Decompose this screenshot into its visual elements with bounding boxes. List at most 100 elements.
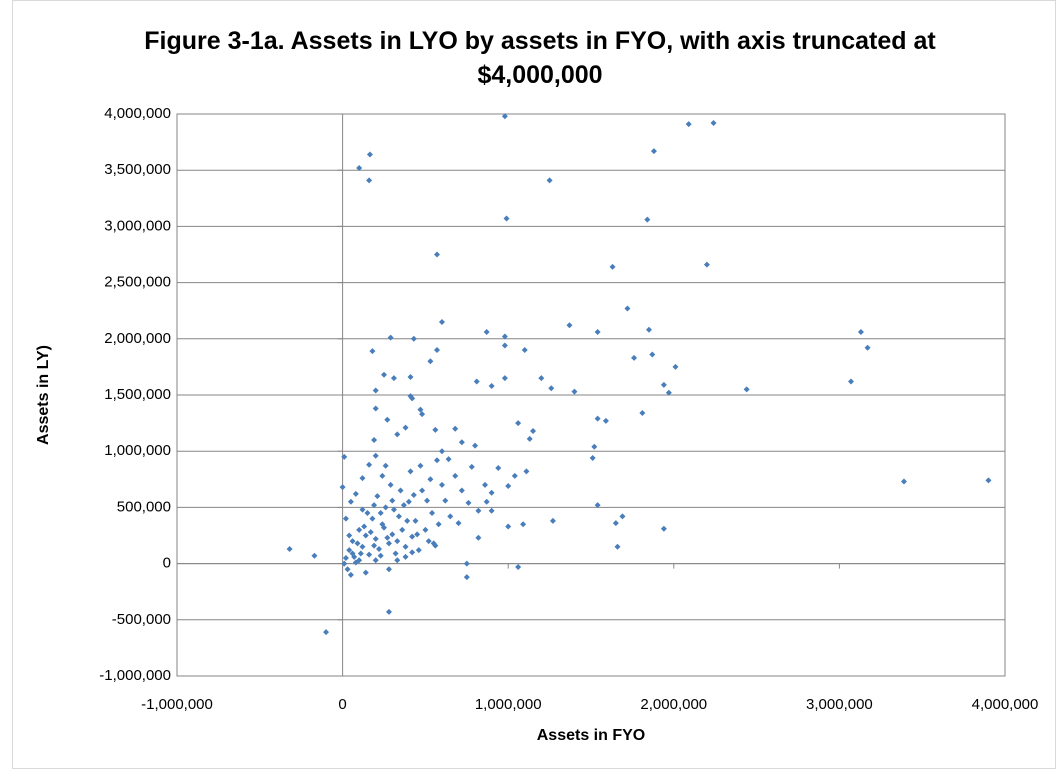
point bbox=[503, 215, 510, 222]
y-tick-label: 0 bbox=[163, 555, 171, 572]
point bbox=[566, 322, 573, 329]
point bbox=[511, 472, 518, 479]
point bbox=[644, 216, 651, 223]
point bbox=[442, 497, 449, 504]
point bbox=[417, 462, 424, 469]
point bbox=[387, 481, 394, 488]
point bbox=[392, 550, 399, 557]
point bbox=[501, 375, 508, 382]
point bbox=[381, 371, 387, 378]
y-tick-label: 1,500,000 bbox=[104, 386, 171, 403]
point bbox=[367, 529, 374, 536]
point bbox=[660, 525, 667, 532]
point bbox=[505, 523, 512, 530]
point bbox=[385, 540, 392, 547]
point bbox=[710, 119, 717, 126]
point bbox=[530, 427, 537, 434]
point bbox=[501, 113, 508, 120]
point bbox=[483, 498, 490, 505]
point bbox=[445, 456, 452, 463]
point bbox=[352, 490, 359, 497]
point bbox=[395, 513, 402, 520]
point bbox=[703, 261, 710, 268]
point bbox=[438, 448, 445, 455]
point bbox=[407, 374, 414, 381]
y-tick-label: -500,000 bbox=[112, 611, 171, 628]
point bbox=[985, 477, 992, 484]
point bbox=[488, 507, 495, 514]
point bbox=[417, 406, 424, 413]
point bbox=[394, 557, 401, 564]
point bbox=[385, 608, 392, 615]
point bbox=[594, 502, 601, 509]
point bbox=[482, 481, 489, 488]
point bbox=[346, 547, 353, 554]
point bbox=[419, 411, 426, 418]
point bbox=[425, 538, 432, 545]
point bbox=[515, 563, 522, 570]
point bbox=[455, 520, 462, 527]
point bbox=[472, 442, 479, 449]
point bbox=[346, 532, 353, 539]
point bbox=[402, 553, 409, 560]
point bbox=[359, 543, 366, 550]
point bbox=[407, 468, 414, 475]
point bbox=[361, 523, 368, 530]
point bbox=[409, 533, 416, 540]
y-tick-label: 2,000,000 bbox=[104, 330, 171, 347]
point bbox=[342, 554, 349, 561]
point bbox=[505, 483, 512, 490]
point bbox=[619, 513, 626, 520]
point bbox=[366, 151, 373, 158]
point bbox=[364, 510, 371, 517]
point bbox=[526, 435, 533, 442]
point bbox=[571, 388, 578, 395]
point bbox=[501, 333, 508, 340]
point bbox=[382, 504, 389, 511]
point bbox=[341, 453, 348, 460]
point bbox=[366, 177, 373, 184]
point bbox=[371, 502, 378, 509]
point bbox=[427, 358, 434, 365]
point bbox=[639, 409, 646, 416]
point bbox=[468, 463, 475, 470]
point bbox=[371, 542, 378, 549]
point bbox=[591, 443, 598, 450]
point bbox=[384, 416, 391, 423]
point bbox=[286, 545, 293, 552]
point bbox=[376, 545, 383, 552]
point bbox=[372, 387, 379, 394]
point bbox=[399, 526, 406, 533]
point bbox=[372, 405, 379, 412]
point bbox=[410, 335, 417, 342]
point bbox=[369, 515, 376, 522]
point bbox=[429, 510, 436, 517]
point bbox=[520, 521, 527, 528]
point bbox=[438, 481, 445, 488]
point bbox=[427, 476, 434, 483]
point bbox=[624, 305, 631, 312]
point bbox=[347, 571, 354, 578]
point bbox=[412, 517, 419, 524]
point bbox=[419, 487, 426, 494]
point bbox=[488, 383, 495, 390]
point bbox=[612, 520, 619, 527]
point bbox=[356, 557, 363, 564]
point bbox=[433, 457, 440, 464]
point bbox=[847, 378, 854, 385]
point bbox=[409, 395, 416, 402]
point bbox=[359, 506, 366, 513]
point bbox=[323, 629, 330, 636]
point bbox=[463, 560, 470, 567]
point bbox=[594, 329, 601, 336]
point bbox=[475, 534, 482, 541]
point bbox=[438, 318, 445, 325]
point bbox=[356, 526, 363, 533]
point bbox=[523, 468, 530, 475]
point bbox=[672, 363, 679, 370]
point bbox=[366, 461, 373, 468]
y-tick-label: -1,000,000 bbox=[99, 667, 171, 684]
point bbox=[372, 452, 379, 459]
point bbox=[389, 531, 396, 538]
